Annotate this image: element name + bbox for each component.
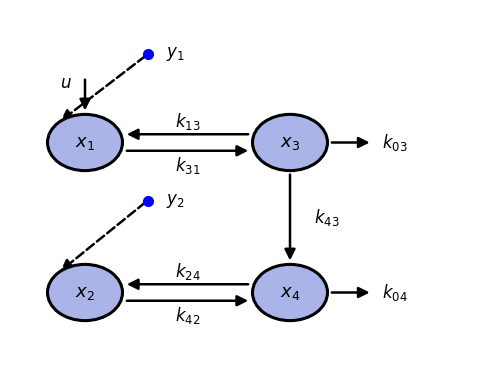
Text: $k_{42}$: $k_{42}$	[175, 304, 200, 326]
Circle shape	[252, 264, 328, 321]
Text: $k_{13}$: $k_{13}$	[174, 111, 201, 132]
Text: $x_4$: $x_4$	[280, 284, 300, 302]
Text: $x_2$: $x_2$	[75, 284, 95, 302]
Text: $x_1$: $x_1$	[75, 134, 95, 152]
Text: $y_2$: $y_2$	[166, 192, 185, 210]
Text: $k_{04}$: $k_{04}$	[382, 282, 408, 303]
Text: $y_1$: $y_1$	[166, 45, 185, 63]
Text: $k_{03}$: $k_{03}$	[382, 132, 408, 153]
Text: $k_{31}$: $k_{31}$	[175, 154, 200, 176]
Text: $x_3$: $x_3$	[280, 134, 300, 152]
Text: $k_{43}$: $k_{43}$	[314, 207, 340, 228]
Text: $u$: $u$	[60, 74, 72, 92]
Circle shape	[48, 264, 122, 321]
Circle shape	[252, 114, 328, 171]
Text: $k_{24}$: $k_{24}$	[174, 261, 201, 282]
Circle shape	[48, 114, 122, 171]
